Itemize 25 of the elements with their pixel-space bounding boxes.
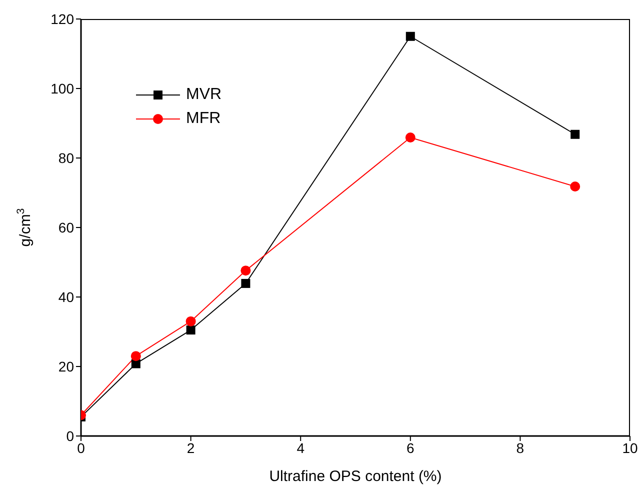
point (405, 132, 416, 142)
x-axis-title: Ultrafine OPS content (%) (269, 468, 442, 485)
x-tick-label: 4 (296, 440, 305, 456)
point (570, 181, 580, 192)
y-tick-label: 100 (50, 80, 74, 96)
point (186, 326, 196, 335)
x-tick-label: 2 (186, 440, 195, 456)
y-tick-label: 0 (66, 428, 74, 444)
legend-label: MFR (186, 110, 221, 128)
legend-label: MVR (186, 86, 222, 104)
point (570, 130, 580, 139)
point (130, 351, 141, 362)
x-tick-label: 6 (406, 440, 414, 456)
point (186, 316, 196, 326)
y-tick-label: 40 (58, 288, 74, 305)
x-tick-label: 0 (77, 440, 86, 456)
y-tick-label: 20 (58, 358, 74, 374)
point (406, 32, 415, 41)
y-tick-label: 60 (58, 219, 74, 236)
y-tick-label: 80 (58, 150, 74, 166)
x-tick-label: 10 (622, 440, 638, 456)
point (241, 278, 250, 288)
x-tick-label: 8 (516, 440, 524, 456)
point (240, 266, 251, 276)
y-tick-label: 120 (50, 10, 74, 27)
